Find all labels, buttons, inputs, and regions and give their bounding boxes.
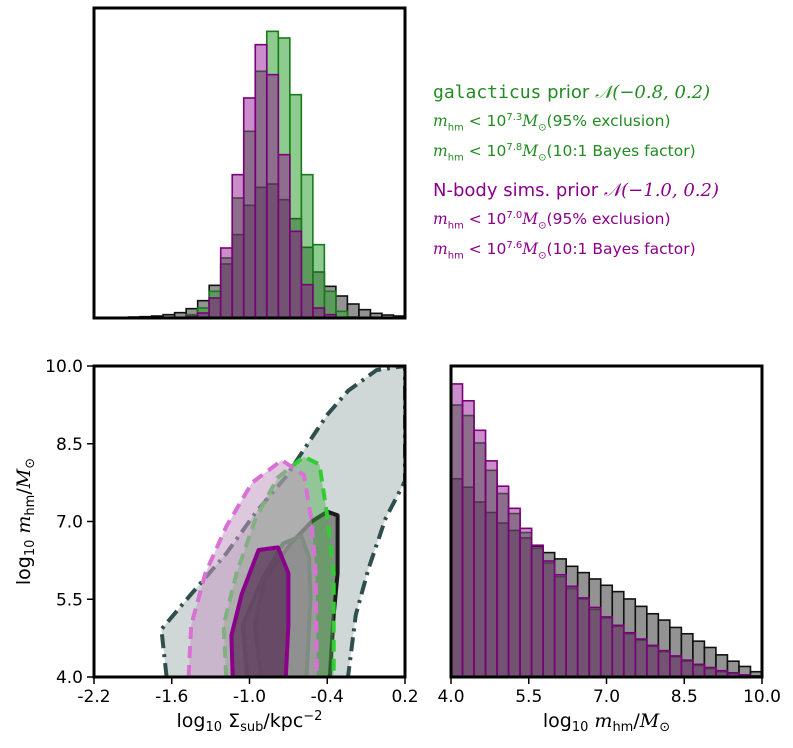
top-hist-frame xyxy=(92,6,407,320)
right-xtick-label-5.5: 5.5 xyxy=(515,687,542,707)
joint-ytick-label-8.5: 8.5 xyxy=(56,435,83,455)
right-hist-bar-n-body-sims--prior-10 xyxy=(565,585,579,678)
right-hist-bar-n-body-sims--prior-12 xyxy=(588,606,602,678)
top-hist-bar-n-body-sims--prior-13 xyxy=(242,97,257,319)
joint-contour-panel: -2.2 -1.6 -1.0 -0.4 0.2 4.0 5.5 7.0 8.5 10.0 log10… xyxy=(13,357,419,735)
top-marginal-histogram xyxy=(93,30,406,319)
right-hist-bar-n-body-sims--prior-16 xyxy=(634,638,648,678)
joint-xtick-label--2.2: -2.2 xyxy=(77,687,110,707)
joint-xtick-label--1.0: -1.0 xyxy=(233,687,266,707)
legend-galacticus-title: galacticus prior 𝒩(−0.8, 0.2) xyxy=(433,82,711,103)
top-hist-bar-n-body-sims--prior-17 xyxy=(289,230,303,319)
contour-fill-n-body-68- xyxy=(231,547,289,677)
right-hist-bar-n-body-sims--prior-8 xyxy=(542,560,556,678)
top-hist-bar-n-body-sims--prior-12 xyxy=(231,173,245,319)
right-hist-bar-n-body-sims--prior-15 xyxy=(622,631,637,678)
top-hist-bar-n-body-sims--prior-15 xyxy=(265,73,280,319)
right-hist-bar-n-body-sims--prior-5 xyxy=(507,507,521,678)
right-hist-bar-n-body-sims--prior-6 xyxy=(519,527,533,678)
right-xtick-label-7.0: 7.0 xyxy=(593,687,620,707)
contour-line-n-body-68- xyxy=(229,545,291,677)
right-hist-bar-n-body-sims--prior-13 xyxy=(599,616,614,678)
joint-xtick-label-0.2: 0.2 xyxy=(391,687,418,707)
joint-xtick-label--0.4: -0.4 xyxy=(311,687,344,707)
right-xtick-label-10.0: 10.0 xyxy=(743,687,781,707)
joint-xtick-label--1.6: -1.6 xyxy=(155,687,188,707)
right-marginal-histogram: 4.0 5.5 7.0 8.5 10.0 log10 mhm/M⊙ xyxy=(437,383,781,735)
joint-ytick-label-5.5: 5.5 xyxy=(56,590,83,610)
right-hist-frame xyxy=(449,364,764,679)
top-hist-bar-grey-posterior-22 xyxy=(346,303,360,319)
right-hist-bar-n-body-sims--prior-2 xyxy=(473,429,487,678)
joint-xlabel: log10 Σsub/kpc−2 xyxy=(177,709,323,735)
right-hist-bar-n-body-sims--prior-9 xyxy=(553,573,567,678)
joint-ylabel: log10 mhm/M⊙ xyxy=(13,458,38,585)
top-hist-bar-n-body-sims--prior-14 xyxy=(254,43,268,319)
top-hist-bar-n-body-sims--prior-11 xyxy=(219,247,234,319)
right-hist-bar-n-body-sims--prior-14 xyxy=(611,624,625,678)
right-hist-bar-n-body-sims--prior-18 xyxy=(657,649,671,678)
right-hist-bar-n-body-sims--prior-4 xyxy=(496,485,510,678)
joint-frame xyxy=(92,364,407,679)
right-hist-bar-n-body-sims--prior-7 xyxy=(530,544,544,678)
contour-line-n-body-95- xyxy=(186,458,319,677)
top-hist-bar-galacticus-prior-19 xyxy=(312,243,326,319)
joint-ytick-label-4.0: 4.0 xyxy=(56,668,83,688)
legend: galacticus prior 𝒩(−0.8, 0.2) mhm < 107.… xyxy=(433,82,719,270)
legend-nbody-line-bayes: mhm < 107.6M⊙(10:1 Bayes factor) xyxy=(433,240,696,262)
legend-galacticus-line-bayes: mhm < 107.8M⊙(10:1 Bayes factor) xyxy=(433,142,696,164)
right-hist-bar-n-body-sims--prior-3 xyxy=(484,460,498,678)
right-hist-bar-n-body-sims--prior-21 xyxy=(692,663,706,678)
right-hist-bar-n-body-sims--prior-0 xyxy=(450,383,464,678)
legend-galacticus-line-95: mhm < 107.3M⊙(95% exclusion) xyxy=(433,112,671,134)
joint-ytick-label-7.0: 7.0 xyxy=(56,513,83,533)
top-hist-bar-n-body-sims--prior-16 xyxy=(277,153,291,319)
right-xtick-label-4.0: 4.0 xyxy=(437,687,464,707)
right-hist-bar-n-body-sims--prior-20 xyxy=(680,659,694,678)
right-hist-bar-n-body-sims--prior-1 xyxy=(461,399,475,678)
legend-nbody-title: N-body sims. prior 𝒩(−1.0, 0.2) xyxy=(433,180,719,201)
top-hist-bar-n-body-sims--prior-10 xyxy=(208,297,222,319)
right-hist-bar-n-body-sims--prior-11 xyxy=(576,597,591,678)
top-hist-bar-n-body-sims--prior-18 xyxy=(300,283,314,319)
joint-contours xyxy=(159,366,405,677)
axes-frames xyxy=(92,6,764,679)
right-hist-bar-n-body-sims--prior-19 xyxy=(669,655,683,678)
right-xtick-label-8.5: 8.5 xyxy=(671,687,698,707)
joint-ytick-label-10.0: 10.0 xyxy=(45,357,83,377)
right-hist-bar-n-body-sims--prior-17 xyxy=(646,644,660,678)
legend-nbody-line-95: mhm < 107.0M⊙(95% exclusion) xyxy=(433,210,671,232)
right-xlabel: log10 mhm/M⊙ xyxy=(543,710,670,735)
